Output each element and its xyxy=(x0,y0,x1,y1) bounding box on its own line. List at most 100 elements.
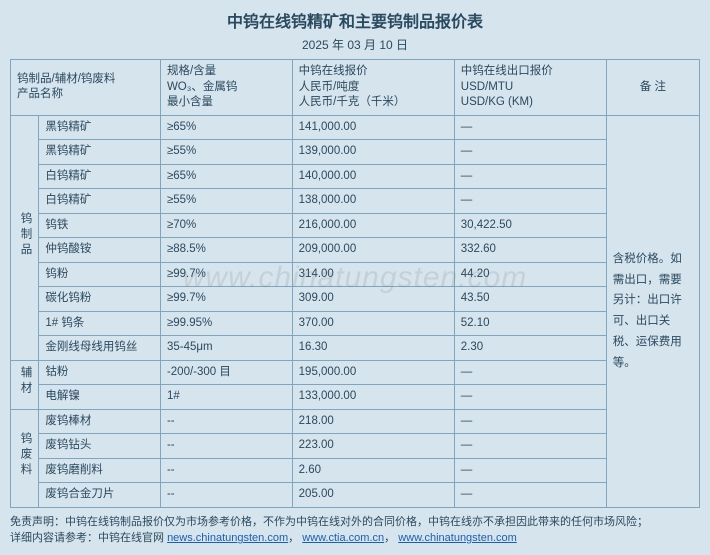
cell-name: 白钨精矿 xyxy=(39,164,161,189)
table-row: 钨粉≥99.7%314.0044.20 xyxy=(11,262,700,287)
cell-price: 138,000.00 xyxy=(292,189,454,214)
cell-price: 218.00 xyxy=(292,409,454,434)
cell-usd: 30,422.50 xyxy=(454,213,606,238)
disclaimer-line2-prefix: 详细内容请参考：中钨在线官网 xyxy=(10,532,167,544)
cell-name: 废钨棒材 xyxy=(39,409,161,434)
cell-price: 195,000.00 xyxy=(292,360,454,385)
header-note: 备 注 xyxy=(606,60,699,116)
cell-spec: -- xyxy=(160,409,292,434)
cell-usd: 43.50 xyxy=(454,287,606,312)
cell-price: 314.00 xyxy=(292,262,454,287)
link-ctw[interactable]: www.chinatungsten.com xyxy=(398,532,517,544)
table-header-row: 钨制品/辅材/钨废料产品名称 规格/含量WO₃、金属钨最小含量 中钨在线报价人民… xyxy=(11,60,700,116)
cell-price: 223.00 xyxy=(292,434,454,459)
table-row: 钨废料废钨棒材--218.00— xyxy=(11,409,700,434)
cell-spec: ≥65% xyxy=(160,164,292,189)
cell-price: 370.00 xyxy=(292,311,454,336)
cell-price: 139,000.00 xyxy=(292,140,454,165)
cell-usd: — xyxy=(454,458,606,483)
cell-price: 16.30 xyxy=(292,336,454,361)
table-row: 电解镍1#133,000.00— xyxy=(11,385,700,410)
cell-spec: ≥88.5% xyxy=(160,238,292,263)
cell-usd: — xyxy=(454,189,606,214)
category-cell: 辅材 xyxy=(11,360,39,409)
cell-spec: ≥55% xyxy=(160,189,292,214)
table-row: 废钨合金刀片--205.00— xyxy=(11,483,700,508)
category-cell: 钨制品 xyxy=(11,115,39,360)
cell-spec: 1# xyxy=(160,385,292,410)
cell-usd: 52.10 xyxy=(454,311,606,336)
cell-usd: — xyxy=(454,140,606,165)
cell-spec: -200/-300 目 xyxy=(160,360,292,385)
table-row: 碳化钨粉≥99.7%309.0043.50 xyxy=(11,287,700,312)
price-sheet: 中钨在线钨精矿和主要钨制品报价表 2025 年 03 月 10 日 钨制品/辅材… xyxy=(0,0,710,551)
cell-price: 209,000.00 xyxy=(292,238,454,263)
cell-name: 黑钨精矿 xyxy=(39,115,161,140)
price-table: 钨制品/辅材/钨废料产品名称 规格/含量WO₃、金属钨最小含量 中钨在线报价人民… xyxy=(10,59,700,508)
table-row: 钨制品黑钨精矿≥65%141,000.00—含税价格。如需出口，需要另计：出口许… xyxy=(11,115,700,140)
cell-usd: — xyxy=(454,483,606,508)
header-spec: 规格/含量WO₃、金属钨最小含量 xyxy=(160,60,292,116)
cell-usd: — xyxy=(454,434,606,459)
table-row: 1# 钨条≥99.95%370.0052.10 xyxy=(11,311,700,336)
cell-usd: 2.30 xyxy=(454,336,606,361)
cell-spec: ≥99.95% xyxy=(160,311,292,336)
cell-usd: 332.60 xyxy=(454,238,606,263)
cell-name: 电解镍 xyxy=(39,385,161,410)
cell-spec: ≥65% xyxy=(160,115,292,140)
cell-name: 碳化钨粉 xyxy=(39,287,161,312)
cell-price: 2.60 xyxy=(292,458,454,483)
disclaimer-line1: 免责声明：中钨在线钨制品报价仅为市场参考价格，不作为中钨在线对外的合同价格，中钨… xyxy=(10,516,648,528)
cell-price: 309.00 xyxy=(292,287,454,312)
table-row: 白钨精矿≥65%140,000.00— xyxy=(11,164,700,189)
cell-price: 216,000.00 xyxy=(292,213,454,238)
cell-spec: ≥70% xyxy=(160,213,292,238)
cell-name: 黑钨精矿 xyxy=(39,140,161,165)
page-title: 中钨在线钨精矿和主要钨制品报价表 xyxy=(10,8,700,32)
cell-usd: 44.20 xyxy=(454,262,606,287)
table-row: 白钨精矿≥55%138,000.00— xyxy=(11,189,700,214)
cell-name: 废钨合金刀片 xyxy=(39,483,161,508)
cell-price: 140,000.00 xyxy=(292,164,454,189)
cell-spec: 35-45μm xyxy=(160,336,292,361)
cell-usd: — xyxy=(454,385,606,410)
header-product: 钨制品/辅材/钨废料产品名称 xyxy=(11,60,161,116)
link-ctia[interactable]: www.ctia.com.cn xyxy=(302,532,384,544)
cell-price: 133,000.00 xyxy=(292,385,454,410)
table-row: 废钨钻头--223.00— xyxy=(11,434,700,459)
cell-name: 废钨钻头 xyxy=(39,434,161,459)
table-row: 辅材钴粉-200/-300 目195,000.00— xyxy=(11,360,700,385)
cell-name: 金刚线母线用钨丝 xyxy=(39,336,161,361)
cell-spec: -- xyxy=(160,483,292,508)
table-row: 金刚线母线用钨丝35-45μm16.302.30 xyxy=(11,336,700,361)
report-date: 2025 年 03 月 10 日 xyxy=(10,36,700,53)
disclaimer: 免责声明：中钨在线钨制品报价仅为市场参考价格，不作为中钨在线对外的合同价格，中钨… xyxy=(10,514,700,547)
table-row: 仲钨酸铵≥88.5%209,000.00332.60 xyxy=(11,238,700,263)
cell-name: 钨粉 xyxy=(39,262,161,287)
link-news[interactable]: news.chinatungsten.com xyxy=(167,532,288,544)
cell-spec: ≥55% xyxy=(160,140,292,165)
cell-usd: — xyxy=(454,409,606,434)
cell-usd: — xyxy=(454,164,606,189)
cell-usd: — xyxy=(454,115,606,140)
cell-spec: ≥99.7% xyxy=(160,262,292,287)
cell-name: 钨铁 xyxy=(39,213,161,238)
table-row: 废钨磨削料--2.60— xyxy=(11,458,700,483)
note-cell: 含税价格。如需出口，需要另计：出口许可、出口关税、运保费用等。 xyxy=(606,115,699,507)
cell-name: 废钨磨削料 xyxy=(39,458,161,483)
cell-name: 钴粉 xyxy=(39,360,161,385)
cell-price: 205.00 xyxy=(292,483,454,508)
header-price: 中钨在线报价人民币/吨度人民币/千克（千米） xyxy=(292,60,454,116)
header-usd: 中钨在线出口报价USD/MTUUSD/KG (KM) xyxy=(454,60,606,116)
cell-name: 1# 钨条 xyxy=(39,311,161,336)
cell-name: 仲钨酸铵 xyxy=(39,238,161,263)
table-row: 钨铁≥70%216,000.0030,422.50 xyxy=(11,213,700,238)
cell-usd: — xyxy=(454,360,606,385)
cell-price: 141,000.00 xyxy=(292,115,454,140)
table-row: 黑钨精矿≥55%139,000.00— xyxy=(11,140,700,165)
cell-name: 白钨精矿 xyxy=(39,189,161,214)
cell-spec: -- xyxy=(160,458,292,483)
category-cell: 钨废料 xyxy=(11,409,39,507)
cell-spec: ≥99.7% xyxy=(160,287,292,312)
cell-spec: -- xyxy=(160,434,292,459)
